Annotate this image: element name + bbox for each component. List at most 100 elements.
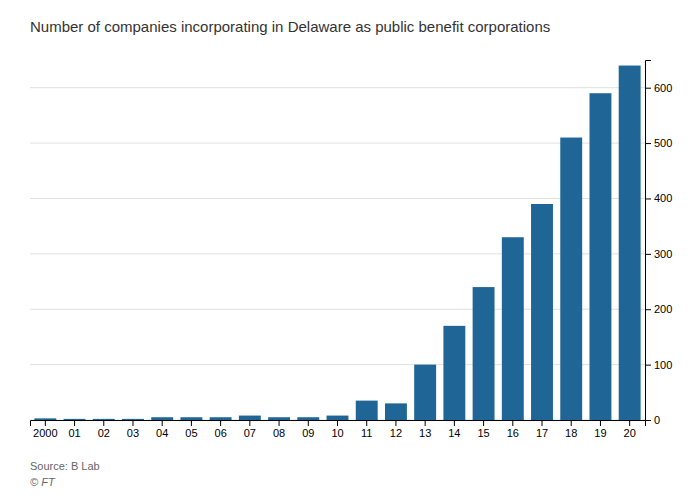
- y-tick-mark: [645, 309, 651, 310]
- x-tick: 17: [536, 420, 548, 439]
- y-tick-mark: [645, 88, 651, 89]
- grid-line: [30, 87, 645, 88]
- annotation: © FT: [30, 476, 56, 488]
- y-tick-mark: [645, 198, 651, 199]
- x-tick-label: 16: [507, 427, 519, 439]
- x-tick-label: 03: [127, 427, 139, 439]
- x-tick-mark: [249, 420, 250, 426]
- x-tick-mark: [542, 420, 543, 426]
- x-tick-label: 07: [244, 427, 256, 439]
- x-tick-mark: [74, 420, 75, 426]
- x-tick-mark: [571, 420, 572, 426]
- x-tick: 15: [477, 420, 489, 439]
- bars: [34, 66, 640, 420]
- x-tick-mark: [279, 420, 280, 426]
- x-tick: 2000: [33, 420, 57, 439]
- y-tick: 600: [645, 82, 672, 94]
- x-tick-label: 01: [68, 427, 80, 439]
- y-tick: 0: [645, 414, 660, 426]
- x-tick-mark: [629, 420, 630, 426]
- x-tick: 19: [594, 420, 606, 439]
- x-tick-mark: [512, 420, 513, 426]
- x-tick-mark: [191, 420, 192, 426]
- x-tick-label: 02: [98, 427, 110, 439]
- bar: [297, 417, 319, 420]
- y-tick-label: 600: [654, 82, 672, 94]
- bar: [385, 403, 407, 420]
- bar: [473, 287, 495, 420]
- x-tick-mark: [483, 420, 484, 426]
- y-tick: 400: [645, 192, 672, 204]
- x-tick-label: 08: [273, 427, 285, 439]
- bar: [268, 417, 290, 420]
- grid: [30, 88, 645, 420]
- bar: [34, 418, 56, 420]
- y-tick: 300: [645, 248, 672, 260]
- x-tick: 03: [127, 420, 139, 439]
- bar: [531, 204, 553, 420]
- x-tick-mark: [162, 420, 163, 426]
- y-tick-label: 200: [654, 303, 672, 315]
- bar: [560, 138, 582, 420]
- x-tick: 14: [448, 420, 460, 439]
- y-tick-label: 0: [654, 414, 660, 426]
- bar: [151, 417, 173, 420]
- x-tick-mark: [425, 420, 426, 426]
- x-tick: 06: [215, 420, 227, 439]
- y-tick-mark: [645, 420, 651, 421]
- x-tick-label: 17: [536, 427, 548, 439]
- bar: [64, 419, 86, 420]
- x-tick-label: 13: [419, 427, 431, 439]
- bar: [239, 416, 261, 420]
- y-tick: 500: [645, 137, 672, 149]
- annotations: Source: B Lab© FT: [30, 460, 100, 488]
- x-tick-mark: [395, 420, 396, 426]
- chart-container: 2000010203040506070809101112131415161718…: [0, 0, 700, 500]
- x-tick-mark: [220, 420, 221, 426]
- x-tick: 04: [156, 420, 168, 439]
- x-tick-label: 15: [477, 427, 489, 439]
- grid-line: [30, 143, 645, 144]
- y-tick-label: 400: [654, 192, 672, 204]
- bar: [93, 419, 115, 420]
- x-tick-label: 06: [215, 427, 227, 439]
- x-tick: 13: [419, 420, 431, 439]
- x-tick-label: 19: [594, 427, 606, 439]
- x-tick-mark: [454, 420, 455, 426]
- x-tick-label: 05: [185, 427, 197, 439]
- x-tick-label: 18: [565, 427, 577, 439]
- x-tick-label: 12: [390, 427, 402, 439]
- x-tick-label: 09: [302, 427, 314, 439]
- x-tick: 11: [361, 420, 372, 439]
- plot-area: 2000010203040506070809101112131415161718…: [30, 61, 672, 439]
- x-tick-label: 14: [448, 427, 460, 439]
- y-tick: 200: [645, 303, 672, 315]
- x-tick: 16: [507, 420, 519, 439]
- bar: [327, 416, 349, 420]
- x-axis: 2000 01 02 03 04 05 06 07 08 09 10 11 12 13 14 15 16 17 18…: [31, 420, 646, 439]
- x-tick: 07: [244, 420, 256, 439]
- x-tick-label: 20: [624, 427, 636, 439]
- x-tick-mark: [600, 420, 601, 426]
- x-tick-mark: [45, 420, 46, 426]
- bar: [443, 326, 465, 420]
- bar: [356, 401, 378, 420]
- x-tick-label: 04: [156, 427, 168, 439]
- x-tick: 09: [302, 420, 314, 439]
- bar: [589, 93, 611, 420]
- x-tick-mark: [308, 420, 309, 426]
- x-tick: 01: [68, 420, 80, 439]
- x-tick: 20: [624, 420, 636, 439]
- x-tick: 10: [331, 420, 343, 439]
- title: Number of companies incorporating in Del…: [30, 18, 550, 35]
- y-tick-label: 100: [654, 359, 672, 371]
- x-tick-mark: [337, 420, 338, 426]
- bar: [210, 417, 232, 420]
- x-tick: 18: [565, 420, 577, 439]
- x-tick: 05: [185, 420, 197, 439]
- x-tick-label: 2000: [33, 427, 57, 439]
- y-tick-label: 300: [654, 248, 672, 260]
- bar: [122, 419, 144, 420]
- y-axis: 0 100 200 300 400 500 600: [645, 61, 672, 427]
- y-tick-mark: [645, 143, 651, 144]
